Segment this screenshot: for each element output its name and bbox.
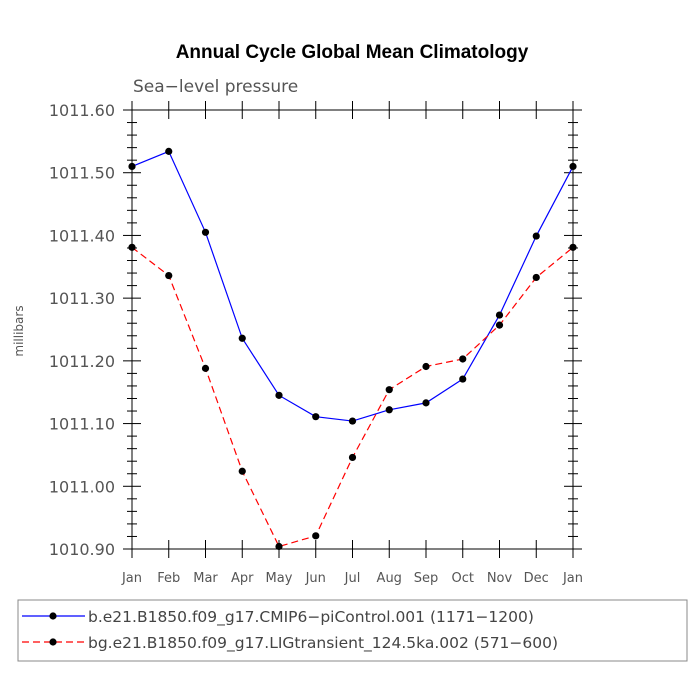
chart-title: Annual Cycle Global Mean Climatology xyxy=(176,42,529,63)
data-point-s1 xyxy=(385,406,393,414)
y-tick-label: 1011.30 xyxy=(49,289,115,308)
data-point-s1 xyxy=(348,417,357,425)
x-tick-label: Jan xyxy=(562,571,583,586)
data-point-s1 xyxy=(495,311,504,319)
series-line-1 xyxy=(131,150,574,422)
data-point-s2 xyxy=(165,271,173,280)
y-tick-label: 1010.90 xyxy=(49,540,115,559)
data-point-s2 xyxy=(569,243,577,251)
data-point-s2 xyxy=(422,362,430,371)
legend-marker-2 xyxy=(49,638,57,646)
data-point-s1 xyxy=(569,162,577,171)
x-tick-label: Apr xyxy=(231,571,254,586)
y-tick-label: 1011.60 xyxy=(49,101,115,120)
data-point-s1 xyxy=(459,375,467,383)
data-point-s1 xyxy=(238,334,246,342)
legend-label-1: b.e21.B1850.f09_g17.CMIP6−piControl.001 … xyxy=(88,608,534,627)
data-point-s2 xyxy=(238,467,246,475)
x-tick-label: Nov xyxy=(487,571,513,586)
data-point-s1 xyxy=(128,162,136,171)
plot-frame xyxy=(131,109,574,550)
x-tick-label: Sep xyxy=(414,571,439,586)
x-tick-label: Oct xyxy=(452,571,474,586)
x-tick-label: Mar xyxy=(193,571,218,586)
x-tick-label: Dec xyxy=(524,571,549,586)
y-tick-label: 1011.40 xyxy=(49,226,115,245)
data-point-s1 xyxy=(165,147,173,155)
x-tick-label: Jun xyxy=(305,571,326,586)
y-tick-label: 1011.50 xyxy=(49,164,115,183)
y-tick-label: 1011.20 xyxy=(49,352,115,371)
data-point-s1 xyxy=(201,228,210,236)
data-point-s2 xyxy=(495,321,504,329)
data-point-s2 xyxy=(128,243,136,251)
data-point-s2 xyxy=(532,273,540,282)
y-tick-label: 1011.00 xyxy=(49,477,115,496)
series-layer xyxy=(128,147,577,551)
y-axis-label: millibars xyxy=(12,305,26,356)
x-tick-label: Jan xyxy=(121,571,142,586)
data-point-s2 xyxy=(348,453,357,462)
legend-marker-1 xyxy=(49,612,57,620)
x-tick-label: Aug xyxy=(377,571,402,586)
x-tick-label: Feb xyxy=(157,571,180,586)
chart-subtitle: Sea−level pressure xyxy=(133,77,298,97)
data-point-s1 xyxy=(532,232,540,240)
y-tick-label: 1011.10 xyxy=(49,415,115,434)
legend-label-2: bg.e21.B1850.f09_g17.LIGtransient_124.5k… xyxy=(88,634,558,653)
data-point-s2 xyxy=(385,386,393,394)
data-point-s2 xyxy=(201,364,210,372)
series-line-2 xyxy=(131,246,574,548)
data-point-s2 xyxy=(275,542,283,551)
x-tick-label: May xyxy=(266,571,293,586)
data-point-s2 xyxy=(312,532,320,540)
x-tick-label: Jul xyxy=(344,571,361,586)
legend-box xyxy=(17,599,688,662)
data-point-s1 xyxy=(275,391,283,399)
data-point-s2 xyxy=(459,355,467,363)
axis-ticks: 1010.90 1011.00 1011.10 1011.20 1011.30 1011.… xyxy=(49,101,583,586)
data-point-s1 xyxy=(422,399,430,407)
legend: b.e21.B1850.f09_g17.CMIP6−piControl.001 … xyxy=(17,599,688,662)
data-point-s1 xyxy=(312,413,320,421)
